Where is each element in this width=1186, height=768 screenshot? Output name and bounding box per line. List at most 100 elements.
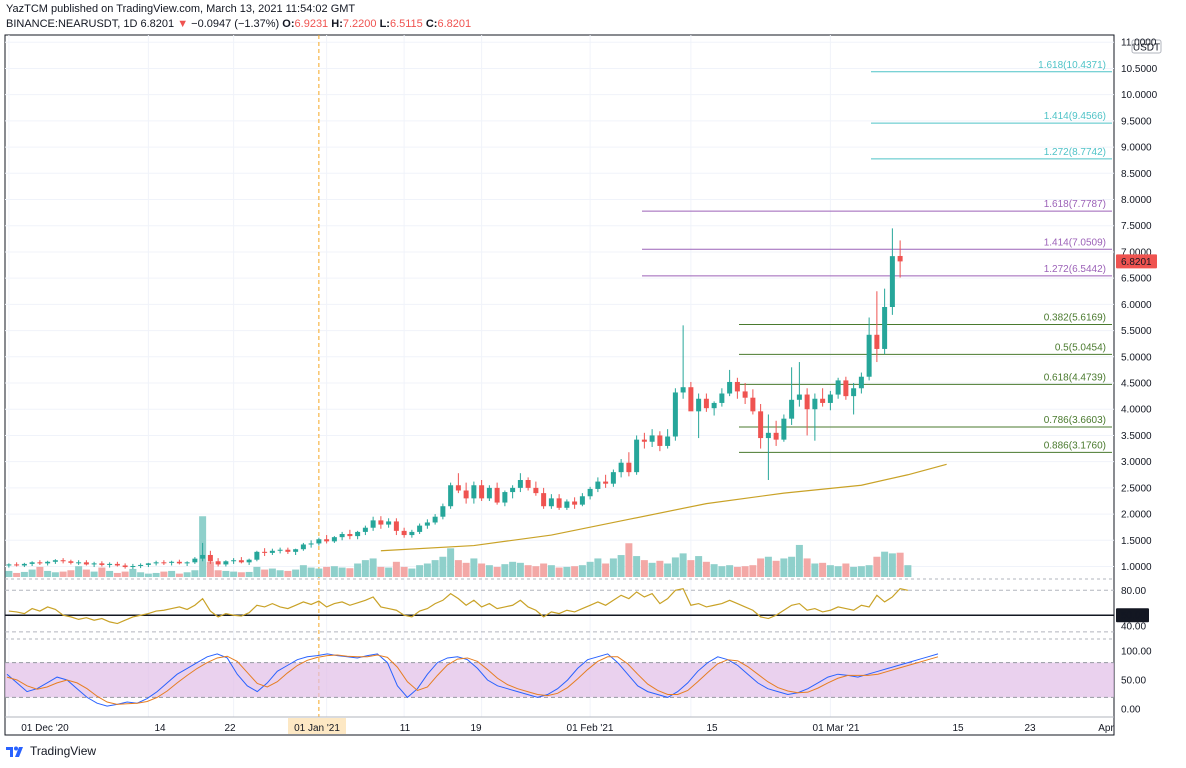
volume-bar [307, 567, 315, 577]
candle-body [370, 520, 376, 528]
candle-body [262, 551, 268, 553]
volume-bar [726, 565, 734, 577]
volume-bar [881, 551, 889, 577]
price-tick-label: 9.5000 [1121, 116, 1152, 127]
candle-body [827, 394, 833, 403]
time-tick-label: 19 [470, 723, 482, 734]
candle-body [37, 562, 43, 564]
candle-body [254, 551, 260, 560]
candle-body [424, 522, 430, 526]
volume-bar [408, 568, 416, 577]
price-change: −0.0947 (−1.37%) [191, 18, 280, 30]
footer-brand[interactable]: TradingView [6, 744, 96, 758]
volume-bar [772, 560, 780, 577]
rsi-level-badge [1116, 608, 1149, 623]
currency-label: USDT [1133, 43, 1160, 54]
candle-body [223, 561, 229, 565]
volume-bar [323, 566, 331, 577]
volume-bar [888, 553, 896, 577]
volume-bar [354, 563, 362, 577]
time-tick-label: 22 [224, 723, 236, 734]
candle-body [587, 488, 593, 497]
volume-bar [113, 572, 121, 577]
open-label: O: [282, 18, 295, 30]
volume-bar [733, 566, 741, 577]
candle-body [672, 392, 678, 437]
price-tick-label: 2.0000 [1121, 510, 1152, 521]
last-price: 6.8201 [140, 18, 175, 30]
candle-body [417, 525, 423, 532]
fib-level-label: 1.272(8.7742) [1044, 147, 1106, 158]
candle-body [843, 380, 849, 397]
stoch-k-line [6, 653, 939, 707]
volume-bar [144, 573, 152, 577]
volume-bar [656, 560, 664, 577]
price-tick-label: 3.5000 [1121, 431, 1152, 442]
stoch-tick-label: 50.00 [1121, 676, 1146, 687]
last-price-badge [1116, 254, 1157, 269]
volume-bar [547, 565, 555, 577]
fib-level-label: 1.618(7.7787) [1044, 199, 1106, 210]
candle-body [29, 562, 35, 564]
volume-bar [36, 566, 44, 577]
volume-bar [702, 561, 710, 577]
volume-bar [485, 565, 493, 577]
volume-bar [462, 562, 470, 577]
candle-body [858, 376, 864, 389]
volume-bar [168, 570, 176, 577]
time-tick-label: 01 Feb '21 [567, 723, 614, 734]
volume-bar [82, 569, 90, 577]
candle-body [200, 554, 206, 559]
volume-bar [106, 570, 114, 577]
price-tick-label: 4.5000 [1121, 379, 1152, 390]
volume-bar [648, 562, 656, 577]
price-tick-label: 1.0000 [1121, 562, 1152, 573]
volume-bar [230, 571, 238, 577]
candle-body [246, 559, 252, 563]
candle-body [386, 521, 392, 525]
candle-body [556, 498, 562, 508]
volume-bar [819, 562, 827, 577]
candle-body [192, 558, 198, 563]
volume-bar [206, 561, 214, 577]
volume-bar [749, 565, 757, 577]
time-highlight-badge [288, 718, 346, 734]
candle-body [765, 432, 771, 439]
volume-bar [788, 556, 796, 577]
candle-body [138, 564, 144, 566]
volume-bar [687, 560, 695, 577]
symbol-label[interactable]: BINANCE:NEARUSDT, 1D [6, 18, 138, 30]
candle-body [432, 516, 438, 523]
stoch-tick-label: 100.00 [1121, 647, 1152, 658]
fib-level-label: 0.886(3.1760) [1044, 440, 1106, 451]
price-tick-label: 10.5000 [1121, 64, 1158, 75]
fib-level-label: 0.786(3.6603) [1044, 415, 1106, 426]
volume-bar [509, 561, 517, 577]
volume-bar [625, 543, 633, 577]
volume-bar [377, 566, 385, 577]
price-tick-label: 8.5000 [1121, 169, 1152, 180]
price-chart[interactable]: 1.618(10.4371) 1.414(9.4566) 1.272(8.7742)… [0, 0, 1186, 740]
candle-body [835, 380, 841, 395]
price-tick-label: 6.0000 [1121, 300, 1152, 311]
candle-body [215, 561, 221, 565]
candle-body [21, 563, 27, 566]
volume-bar [803, 558, 811, 577]
volume-bar [578, 565, 586, 577]
candle-body [355, 531, 361, 537]
volume-bar [431, 560, 439, 577]
price-tick-label: 4.0000 [1121, 405, 1152, 416]
candle-body [882, 307, 888, 349]
rsi-level-label: 50.00 [1121, 611, 1146, 622]
candle-body [308, 543, 314, 545]
candle-body [711, 402, 717, 409]
volume-bar [524, 565, 532, 577]
volume-bar [276, 570, 284, 577]
volume-bar [214, 570, 222, 577]
publish-info: YazTCM published on TradingView.com, Mar… [6, 3, 356, 15]
candle-body [238, 560, 244, 563]
volume-bar [764, 556, 772, 577]
time-tick-label: 01 Dec '20 [21, 723, 69, 734]
candle-body [60, 560, 66, 562]
candle-body [300, 544, 306, 550]
